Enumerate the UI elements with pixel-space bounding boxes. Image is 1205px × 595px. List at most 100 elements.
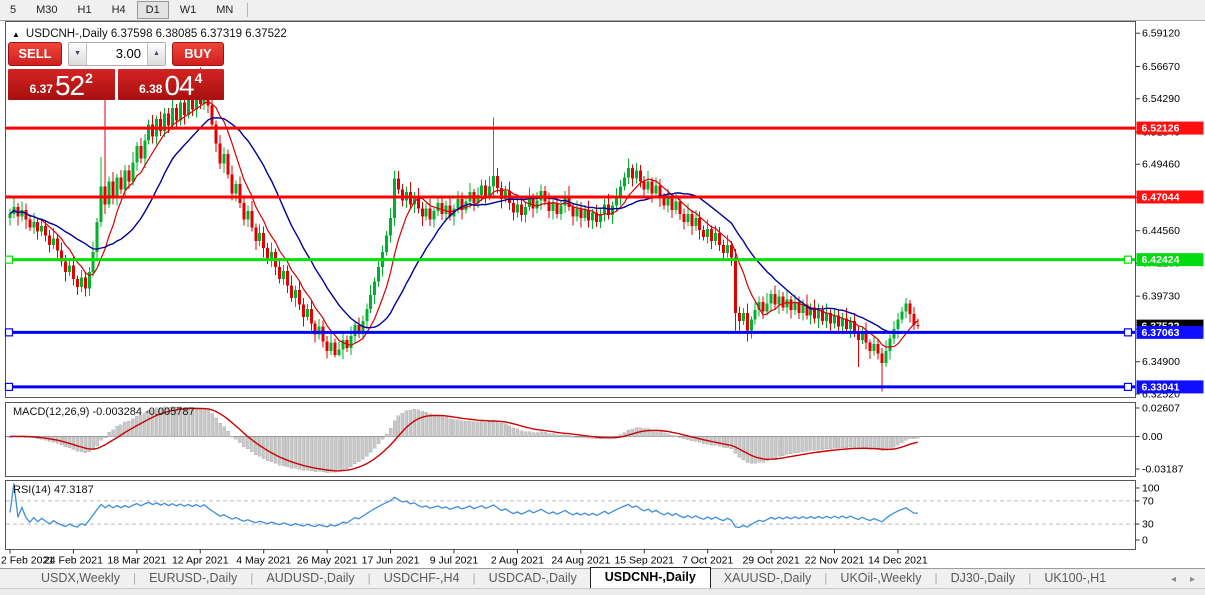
- candle-body: [555, 203, 559, 214]
- price-badge: [1136, 253, 1204, 267]
- volume-decrease-icon[interactable]: ▼: [69, 43, 87, 65]
- macd-bar: [444, 416, 448, 437]
- date-label: 4 May 2021: [236, 555, 291, 567]
- macd-bar: [333, 436, 337, 473]
- candle-body: [373, 281, 377, 296]
- macd-bar: [392, 420, 397, 437]
- macd-bar: [273, 436, 278, 464]
- macd-bar: [872, 436, 876, 450]
- candle-body: [79, 277, 83, 288]
- date-label: 9 Jul 2021: [430, 555, 479, 567]
- sell-price-display[interactable]: 6.37 52 2: [8, 69, 115, 100]
- macd-bar: [369, 436, 373, 453]
- candle-body: [48, 235, 52, 246]
- tab-usdcad-daily[interactable]: USDCAD-,Daily: [488, 571, 577, 585]
- macd-bar: [305, 436, 309, 471]
- tab-audusd-daily[interactable]: AUDUSD-,Daily: [266, 571, 355, 585]
- tab-usdx-weekly[interactable]: USDX,Weekly: [41, 571, 120, 585]
- timeframe-button-5[interactable]: 5: [10, 4, 17, 16]
- tab-uk100-h1[interactable]: UK100-,H1: [1044, 571, 1107, 585]
- line-handle[interactable]: [1123, 255, 1133, 264]
- volume-value[interactable]: 3.00: [87, 43, 147, 65]
- buy-button[interactable]: BUY: [172, 42, 224, 66]
- candle-body: [238, 184, 242, 204]
- rsi-axis-label: 100: [1142, 483, 1160, 495]
- timeframe-button-mn[interactable]: MN: [216, 4, 234, 16]
- candle-body: [848, 321, 852, 330]
- candle-body: [833, 315, 837, 324]
- price-axis-label: 6.56670: [1142, 61, 1180, 73]
- macd-bar: [824, 436, 829, 450]
- candle-body: [214, 124, 218, 144]
- candle-body: [456, 198, 460, 209]
- line-handle[interactable]: [4, 328, 14, 337]
- candle-body: [523, 207, 527, 216]
- timeframe-button-w1[interactable]: W1: [179, 4, 197, 16]
- chart-tabs: USDX,Weekly | EURUSD-,Daily | AUDUSD-,Daily |…: [28, 567, 1119, 588]
- candle-body: [805, 304, 809, 316]
- candle-body: [87, 272, 91, 289]
- collapse-panel-icon[interactable]: ▲: [12, 29, 20, 39]
- candle-body: [182, 102, 186, 115]
- candle-body: [424, 208, 428, 217]
- candle-body: [618, 186, 622, 197]
- timeframe-button-h1[interactable]: H1: [77, 4, 92, 16]
- macd-bar: [480, 421, 484, 437]
- candle-body: [908, 303, 912, 315]
- candle-body: [916, 325, 920, 327]
- macd-bar: [246, 436, 250, 450]
- tab-separator: |: [472, 571, 476, 585]
- line-handle[interactable]: [1123, 382, 1133, 392]
- volume-increase-icon[interactable]: ▲: [147, 43, 165, 65]
- tab-xauusd-daily[interactable]: XAUUSD-,Daily: [723, 571, 812, 585]
- tab-usdcnh-daily[interactable]: USDCNH-,Daily: [589, 567, 711, 588]
- timeframe-button-m30[interactable]: M30: [36, 4, 58, 16]
- candle-body: [496, 175, 500, 189]
- macd-bar: [476, 421, 480, 437]
- candle-body: [95, 222, 99, 252]
- candle-body: [71, 265, 75, 279]
- price-badge: [1136, 380, 1204, 394]
- timeframe-button-d1[interactable]: D1: [136, 1, 169, 19]
- tab-dj30-daily[interactable]: DJ30-,Daily: [950, 571, 1016, 585]
- candle-body: [396, 178, 400, 190]
- candle-body: [127, 170, 131, 182]
- candle-body: [559, 205, 563, 214]
- tab-scroll-left-icon[interactable]: ◂: [1170, 574, 1176, 585]
- tab-usdchf-h4[interactable]: USDCHF-,H4: [383, 571, 460, 585]
- tab-scroll-right-icon[interactable]: ▸: [1189, 574, 1195, 585]
- horizontal-lines: [4, 126, 1135, 392]
- timeframe-button-h4[interactable]: H4: [111, 4, 126, 16]
- candle-body: [171, 108, 175, 126]
- macd-bar: [531, 432, 535, 437]
- macd-bar: [95, 436, 99, 447]
- candle-body: [420, 208, 424, 217]
- line-handle[interactable]: [4, 255, 14, 264]
- candle-body: [603, 204, 607, 214]
- macd-bar: [583, 436, 587, 438]
- macd-bar: [214, 417, 218, 437]
- tab-ukoil-weekly[interactable]: UKOil-,Weekly: [840, 571, 922, 585]
- line-handle[interactable]: [1123, 328, 1133, 337]
- tab-separator: |: [367, 571, 371, 585]
- sell-button[interactable]: SELL: [8, 42, 62, 66]
- macd-bar: [579, 436, 583, 438]
- buy-price-display[interactable]: 6.38 04 4: [117, 69, 224, 100]
- macd-bar: [170, 406, 175, 437]
- candle-body: [504, 190, 507, 199]
- macd-bar: [904, 436, 908, 441]
- date-label: 24 Feb 2021: [44, 555, 103, 567]
- line-handle[interactable]: [4, 382, 14, 392]
- price-axis-label: 6.49460: [1142, 159, 1180, 171]
- candle-body: [579, 208, 583, 218]
- candle-body: [301, 304, 305, 317]
- candle-body: [725, 245, 729, 254]
- macd-bar: [357, 436, 361, 463]
- macd-bar: [337, 436, 341, 472]
- macd-bar: [916, 436, 920, 439]
- candle-body: [262, 232, 266, 248]
- candle-body: [840, 318, 844, 327]
- candle-body: [872, 344, 876, 351]
- tab-eurusd-daily[interactable]: EURUSD-,Daily: [149, 571, 238, 585]
- candle-body: [860, 331, 864, 340]
